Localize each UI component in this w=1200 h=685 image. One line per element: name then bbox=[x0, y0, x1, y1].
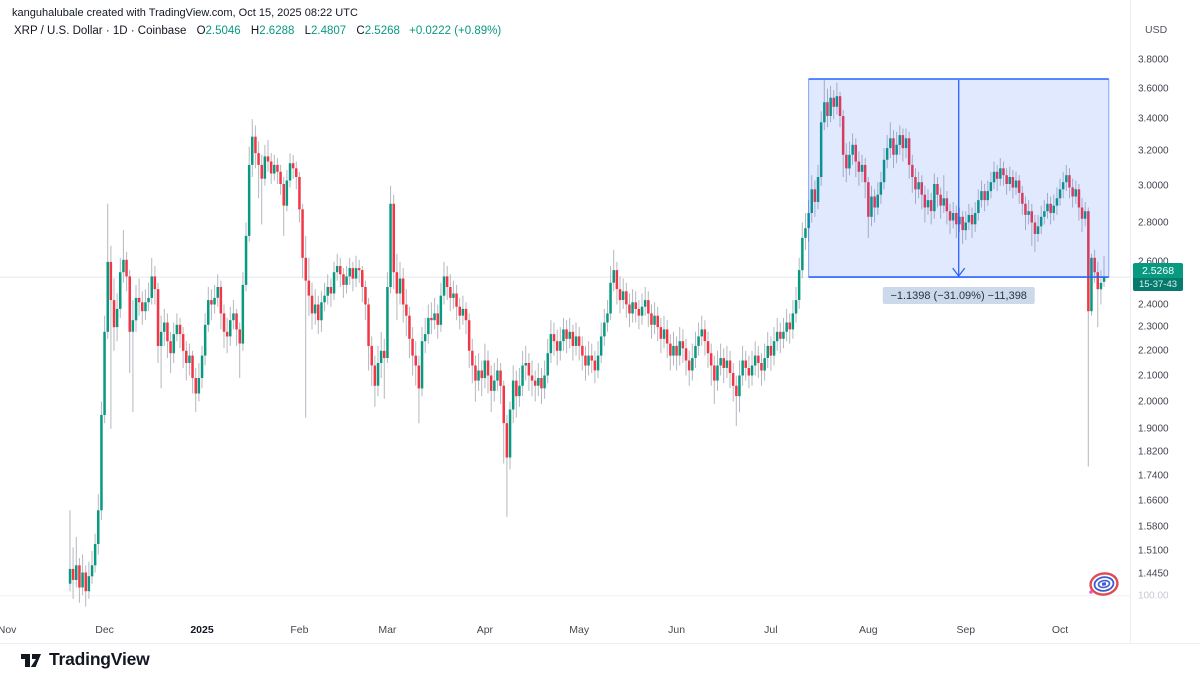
price-axis-label: 3.0000 bbox=[1138, 180, 1169, 192]
price-axis-ghost-label: 100.00 bbox=[1138, 590, 1169, 602]
low-label: L bbox=[304, 25, 312, 37]
price-axis-label: 2.6000 bbox=[1138, 256, 1169, 268]
tradingview-logo-icon[interactable] bbox=[20, 650, 42, 670]
price-axis-label: 3.8000 bbox=[1138, 54, 1169, 66]
time-axis-border bbox=[0, 643, 1200, 644]
time-axis-label: Feb bbox=[290, 624, 309, 636]
footer: TradingView bbox=[20, 649, 150, 670]
price-axis-label: 1.7400 bbox=[1138, 470, 1169, 482]
price-axis-label: 1.8200 bbox=[1138, 446, 1169, 458]
open-label: O bbox=[196, 25, 206, 37]
close-value: 2.5268 bbox=[364, 25, 400, 37]
change-value: +0.0222 (+0.89%) bbox=[409, 25, 502, 37]
price-axis-label: 3.2000 bbox=[1138, 145, 1169, 157]
time-axis-label: 2025 bbox=[190, 624, 214, 636]
price-axis-label: 1.5800 bbox=[1138, 521, 1169, 533]
price-axis-border bbox=[1130, 0, 1131, 643]
time-axis-label: Jul bbox=[764, 624, 778, 636]
time-axis-label: Dec bbox=[95, 624, 114, 636]
open-value: 2.5046 bbox=[205, 25, 241, 37]
last-price-badge: 2.5268 15-37-43 bbox=[1133, 263, 1183, 292]
tradingview-brand-text[interactable]: TradingView bbox=[49, 649, 150, 669]
close-label: C bbox=[356, 25, 365, 37]
sticker-stamp-icon bbox=[1089, 572, 1119, 596]
time-axis-label: Apr bbox=[476, 624, 494, 636]
price-axis-label: 2.3000 bbox=[1138, 321, 1169, 333]
price-axis-label: 2.4000 bbox=[1138, 299, 1169, 310]
price-axis-label: 2.8000 bbox=[1138, 217, 1169, 228]
high-value: 2.6288 bbox=[259, 25, 295, 37]
measurement-label[interactable]: −1.1398 (−31.09%) −11,398 bbox=[882, 287, 1035, 305]
time-axis-label: Jun bbox=[668, 624, 686, 636]
price-axis-label: 3.4000 bbox=[1138, 113, 1169, 125]
price-axis-label: 2.0000 bbox=[1138, 396, 1169, 407]
high-label: H bbox=[250, 25, 260, 37]
candle-countdown: 15-37-43 bbox=[1133, 278, 1183, 292]
symbol-header: XRP / U.S. Dollar · 1D · Coinbase O2.504… bbox=[14, 25, 501, 37]
price-axis-label: 1.5100 bbox=[1138, 545, 1169, 557]
price-scale-unit: USD bbox=[1145, 24, 1168, 36]
last-price-value: 2.5268 bbox=[1133, 263, 1183, 279]
price-axis-label: 3.6000 bbox=[1138, 83, 1169, 95]
symbol-title[interactable]: XRP / U.S. Dollar · 1D · Coinbase bbox=[14, 25, 187, 37]
price-axis-label: 2.2000 bbox=[1138, 345, 1169, 357]
time-axis-label: May bbox=[569, 624, 590, 636]
time-axis-label: Mar bbox=[378, 624, 397, 636]
price-axis-label: 1.9000 bbox=[1138, 423, 1169, 435]
time-axis-label: Oct bbox=[1051, 624, 1069, 636]
low-value: 2.4807 bbox=[311, 25, 347, 37]
time-axis-label: Nov bbox=[0, 624, 17, 636]
attribution-text: kanguhalubale created with TradingView.c… bbox=[12, 7, 358, 19]
price-axis-label: 1.6600 bbox=[1138, 495, 1169, 507]
price-axis-label: 1.4450 bbox=[1138, 568, 1169, 580]
time-axis-label: Sep bbox=[956, 624, 976, 636]
time-axis-label: Aug bbox=[858, 624, 878, 636]
price-axis-label: 2.1000 bbox=[1138, 370, 1169, 381]
